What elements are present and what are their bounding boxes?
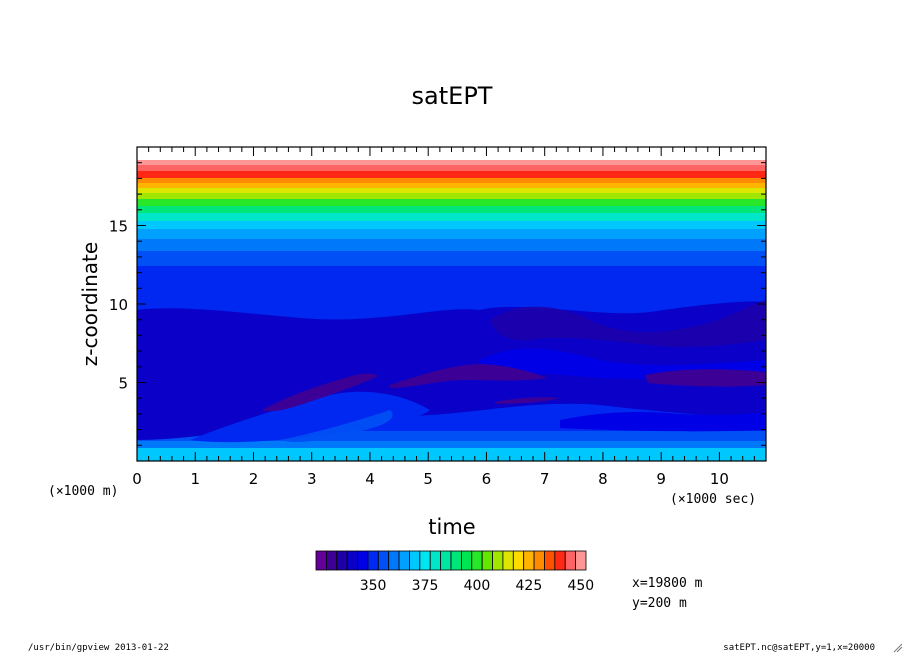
band-upper-9	[137, 187, 766, 193]
colorbar-cell	[554, 550, 566, 571]
colorbar-cell	[429, 550, 442, 571]
y-tick-labels: 5 10 15	[109, 218, 128, 393]
resize-grip-icon[interactable]	[893, 643, 903, 653]
x-tick-label: 5	[423, 470, 433, 488]
dark-upper-lobe	[490, 300, 766, 348]
x-axis-label: time	[428, 515, 475, 539]
colorbar-cell	[357, 550, 369, 571]
colorbar-cell	[419, 550, 431, 571]
band-upper-13	[137, 164, 766, 171]
band-upper-6	[137, 205, 766, 213]
x-tick-label: 0	[132, 470, 142, 488]
band-low-1	[137, 440, 766, 448]
colorbar	[315, 550, 587, 571]
y-tick-label: 15	[109, 218, 128, 236]
colorbar-cell	[450, 550, 462, 571]
colorbar-cell	[523, 550, 535, 571]
y-tick-label: 10	[109, 296, 128, 314]
colorbar-cell	[377, 550, 390, 571]
colorbar-cell	[336, 550, 348, 571]
colorbar-cell	[398, 550, 410, 571]
footer-left: /usr/bin/gpview 2013-01-22	[28, 643, 169, 653]
colorbar-label: 350	[360, 578, 387, 594]
band-surface	[137, 446, 766, 461]
colorbar-label: 450	[567, 578, 594, 594]
band-upper-12	[137, 170, 766, 178]
light-wedge	[280, 410, 393, 443]
colorbar-cell	[575, 550, 587, 571]
y-axis-label: z-coordinate	[78, 242, 102, 366]
colorbar-cell	[325, 550, 338, 571]
colorbar-cell	[481, 550, 493, 571]
colorbar-cell	[460, 550, 473, 571]
band-upper-1	[137, 250, 766, 266]
colorbar-cell	[564, 550, 577, 571]
x-tick-label: 8	[598, 470, 608, 488]
purple-streak-4	[645, 369, 766, 387]
x-tick-label: 3	[307, 470, 317, 488]
band-upper-7	[137, 198, 766, 206]
x-tick-label: 4	[365, 470, 375, 488]
colorbar-label: 400	[464, 578, 491, 594]
annotation-x: x=19800 m	[632, 576, 703, 591]
band-upper-5	[137, 212, 766, 221]
band-upper-14	[137, 160, 766, 165]
colorbar-label: 375	[412, 578, 439, 594]
colorbar-cell	[512, 550, 525, 571]
band-upper-2	[137, 238, 766, 251]
colorbar-cell	[492, 550, 504, 571]
x-tick-label: 10	[710, 470, 729, 488]
lighter-intrusion-1	[190, 391, 430, 443]
colorbar-cell	[471, 550, 483, 571]
colorbar-cell	[544, 550, 556, 571]
x-tick-label: 9	[656, 470, 666, 488]
colorbar-cell	[367, 550, 379, 571]
lighter-intrusion-3	[560, 412, 766, 432]
chart-title: satEPT	[412, 82, 493, 110]
band-upper-8	[137, 192, 766, 199]
colorbar-cell	[502, 550, 514, 571]
colorbar-labels: 350 375 400 425 450	[360, 578, 594, 594]
contour-field	[137, 147, 766, 461]
annotation-y: y=200 m	[632, 596, 687, 611]
axes-group: 0 1 2 3 4 5 6 7 8 9 10 5 10 15	[109, 146, 767, 488]
colorbar-label: 425	[516, 578, 543, 594]
y-tick-label: 5	[118, 375, 128, 393]
y-unit-label: (×1000 m)	[48, 484, 118, 499]
colorbar-cell	[315, 550, 327, 571]
x-tick-label: 1	[190, 470, 200, 488]
x-ticks	[136, 147, 767, 461]
x-tick-label: 6	[482, 470, 492, 488]
colorbar-cell	[409, 550, 421, 571]
purple-streak-1	[262, 373, 378, 412]
band-upper-11	[137, 177, 766, 183]
band-upper-4	[137, 220, 766, 229]
colorbar-cell	[346, 550, 358, 571]
band-upper-3	[137, 228, 766, 239]
x-unit-label: (×1000 sec)	[670, 492, 756, 507]
purple-streak-2	[390, 364, 548, 388]
x-tick-label: 2	[249, 470, 259, 488]
colorbar-cell	[440, 550, 452, 571]
footer-right: satEPT.nc@satEPT,y=1,x=20000	[723, 643, 875, 653]
band-upper-10	[137, 182, 766, 188]
purple-streak-3	[495, 397, 560, 404]
x-tick-labels: 0 1 2 3 4 5 6 7 8 9 10	[132, 470, 729, 488]
band-low-2	[137, 430, 766, 441]
y-ticks	[137, 146, 766, 462]
colorbar-cell	[388, 550, 400, 571]
colorbar-cell	[533, 550, 545, 571]
x-tick-label: 7	[540, 470, 550, 488]
